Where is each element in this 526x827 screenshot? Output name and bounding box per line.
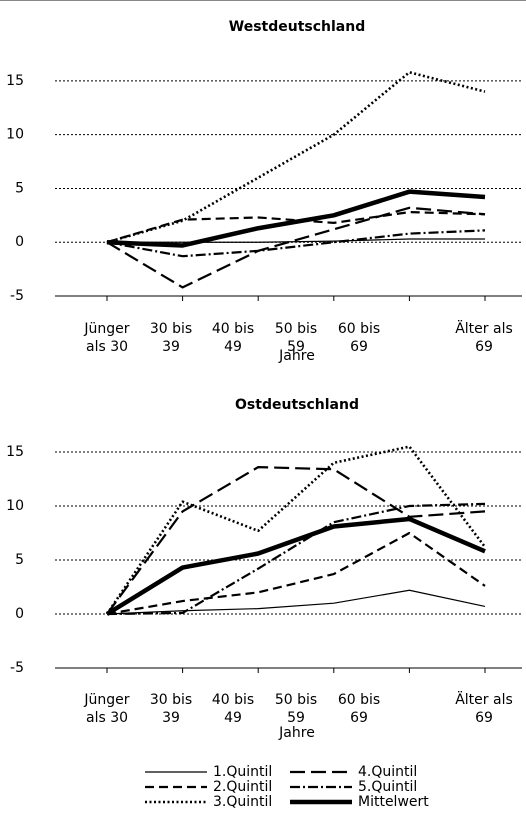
- x-tick-label: Älter als 69: [455, 321, 513, 355]
- y-tick-label: -5: [10, 660, 24, 676]
- x-tick-label: 50 bis 59: [274, 692, 318, 726]
- y-tick-label: 15: [6, 73, 24, 89]
- series-line: [105, 445, 487, 615]
- y-tick-label: 10: [6, 127, 24, 143]
- series-line: [106, 531, 486, 616]
- series-line: [106, 466, 486, 615]
- y-tick-label: 5: [15, 180, 24, 196]
- series-line: [106, 206, 486, 289]
- x-tick-label: 40 bis 49: [211, 321, 255, 355]
- series-line: [106, 589, 486, 615]
- legend-label: Mittelwert: [358, 794, 429, 810]
- series-line: [106, 502, 486, 616]
- legend-label: 2.Quintil: [213, 779, 272, 795]
- y-tick-label: -5: [10, 288, 24, 304]
- y-tick-label: 10: [6, 498, 24, 514]
- x-tick-label: Jünger als 30: [84, 321, 130, 355]
- x-axis-label: Jahre: [278, 348, 315, 364]
- x-tick-label: 40 bis 49: [211, 692, 255, 726]
- legend-label: 5.Quintil: [358, 779, 417, 795]
- y-tick-label: 0: [15, 234, 24, 250]
- x-axis-label: Jahre: [278, 725, 315, 741]
- chart-title: Ostdeutschland: [235, 397, 359, 413]
- y-tick-label: 15: [6, 444, 24, 460]
- x-tick-label: Jünger als 30: [84, 692, 130, 726]
- legend-label: 3.Quintil: [213, 794, 272, 810]
- series-line: [106, 189, 486, 248]
- chart-title: Westdeutschland: [229, 19, 365, 35]
- series-line: [106, 70, 486, 244]
- x-tick-label: 50 bis 59: [274, 321, 318, 355]
- x-tick-label: 30 bis 39: [149, 692, 193, 726]
- y-tick-label: 5: [15, 552, 24, 568]
- x-tick-label: 30 bis 39: [149, 321, 193, 355]
- series-line: [105, 516, 486, 616]
- x-tick-label: Älter als 69: [455, 692, 513, 726]
- series-line: [107, 238, 485, 243]
- legend-label: 1.Quintil: [213, 764, 272, 780]
- x-tick-label: 60 bis 69: [337, 321, 381, 355]
- x-tick-label: 60 bis 69: [337, 692, 381, 726]
- legend-label: 4.Quintil: [358, 764, 417, 780]
- y-tick-label: 0: [15, 606, 24, 622]
